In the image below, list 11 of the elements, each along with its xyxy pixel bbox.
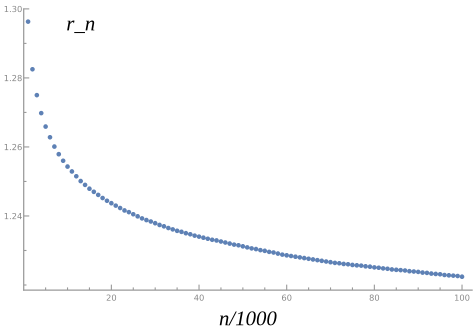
- x-tick-label: 20: [106, 294, 116, 301]
- y-axis-title: r_n: [67, 20, 94, 34]
- x-tick-label: 40: [194, 294, 204, 301]
- x-tick-label: 60: [282, 294, 292, 301]
- y-tick-label: 1.28: [4, 74, 22, 82]
- y-tick-label: 1.24: [4, 212, 22, 220]
- y-tick-label: 1.26: [4, 144, 22, 150]
- x-tick-label: 80: [370, 294, 380, 301]
- x-tick-label: 100: [454, 294, 470, 301]
- x-axis-title: n/1000: [220, 311, 277, 326]
- y-tick-label: 1.30: [4, 6, 22, 12]
